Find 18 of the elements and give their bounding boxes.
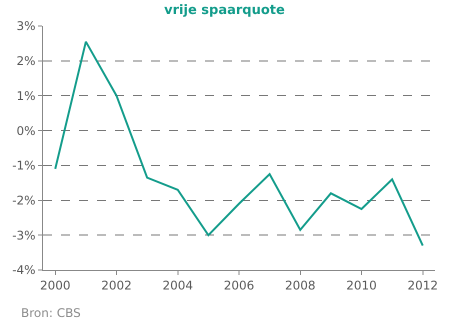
x-tick-label: 2006	[224, 278, 254, 292]
x-tick-label: 2000	[40, 278, 71, 292]
line-series	[54, 40, 424, 247]
y-tick-label: -1%	[12, 158, 36, 173]
y-tick-label: 0%	[16, 124, 36, 138]
y-tick-label: 3%	[16, 19, 36, 34]
chart-title: vrije spaarquote	[164, 2, 286, 18]
x-tick-label: 2010	[346, 278, 377, 292]
x-tick-label: 2012	[407, 278, 438, 292]
x-tick-label: 2004	[162, 278, 194, 292]
y-tick-label: -2%	[12, 193, 36, 208]
x-tick-label: 2002	[101, 278, 132, 292]
y-tick-label: -3%	[12, 228, 36, 242]
y-tick-label: -4%	[12, 263, 36, 278]
y-tick-label: 1%	[16, 88, 36, 103]
text: Bron: CBS	[21, 306, 81, 320]
y-tick-label: 2%	[16, 54, 36, 68]
x-tick-label: 2008	[284, 278, 316, 292]
